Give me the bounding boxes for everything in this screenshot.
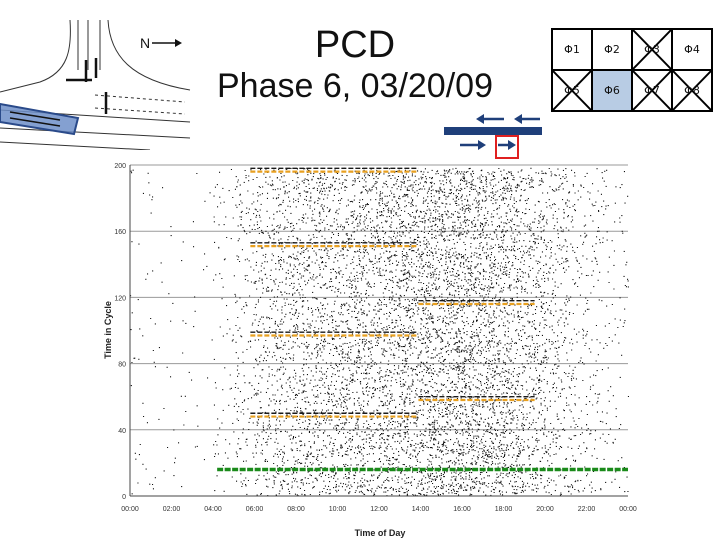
x-tick-label: 00:00 — [619, 506, 637, 513]
x-tick-label: 04:00 — [204, 506, 222, 513]
y-tick-label: 120 — [114, 295, 126, 302]
svg-text:N: N — [140, 35, 150, 51]
x-tick-label: 16:00 — [453, 506, 471, 513]
phase-cell-7: Φ7 — [633, 71, 673, 112]
y-tick-label: 160 — [114, 229, 126, 236]
x-axis-label: Time of Day — [355, 528, 406, 538]
x-tick-label: 06:00 — [246, 506, 264, 513]
title-line-2: Phase 6, 03/20/09 — [216, 66, 493, 105]
phase-cell-5: Φ5 — [553, 71, 593, 112]
phase-cross-mark — [553, 71, 591, 110]
phase-cross-mark — [633, 71, 671, 110]
phase-movement-diagram — [444, 114, 542, 159]
phase-cell-2: Φ2 — [593, 30, 633, 71]
x-tick-label: 14:00 — [412, 506, 430, 513]
pcd-chart: 0 40 80 120 160 200 00:00 02:00 04:00 06:00 08:00 1… — [103, 163, 637, 538]
x-tick-label: 12:00 — [370, 506, 388, 513]
y-tick-label: 40 — [118, 428, 126, 435]
arrival-dots — [130, 167, 629, 497]
x-tick-label: 02:00 — [163, 506, 181, 513]
phase6-highlight-box — [495, 135, 519, 159]
phase-cell-8: Φ8 — [673, 71, 713, 112]
x-tick-label: 08:00 — [287, 506, 305, 513]
phase-cross-mark — [673, 71, 711, 110]
north-arrow: N — [140, 35, 182, 51]
phase-cell-4: Φ4 — [673, 30, 713, 71]
x-tick-label: 22:00 — [578, 506, 596, 513]
intersection-diagram: N — [0, 19, 191, 150]
x-tick-label: 00:00 — [121, 506, 139, 513]
phase-cell-6: Φ6 — [593, 71, 633, 112]
road-bar — [444, 127, 542, 135]
y-tick-label: 200 — [114, 163, 126, 170]
y-tick-label: 80 — [118, 362, 126, 369]
phase-cell-1: Φ1 — [553, 30, 593, 71]
x-tick-label: 10:00 — [329, 506, 347, 513]
x-tick-label: 20:00 — [536, 506, 554, 513]
phase-cell-3: Φ3 — [633, 30, 673, 71]
phase-table: Φ1 Φ2 Φ3 Φ4 Φ5 Φ6 Φ7 Φ8 — [551, 28, 713, 112]
y-axis-label: Time in Cycle — [103, 301, 113, 359]
y-tick-label: 0 — [122, 494, 126, 501]
title-line-1: PCD — [314, 24, 396, 66]
x-tick-label: 18:00 — [495, 506, 513, 513]
slide-title: PCD Phase 6, 03/20/09 — [190, 24, 520, 105]
phase-cross-mark — [633, 30, 671, 69]
